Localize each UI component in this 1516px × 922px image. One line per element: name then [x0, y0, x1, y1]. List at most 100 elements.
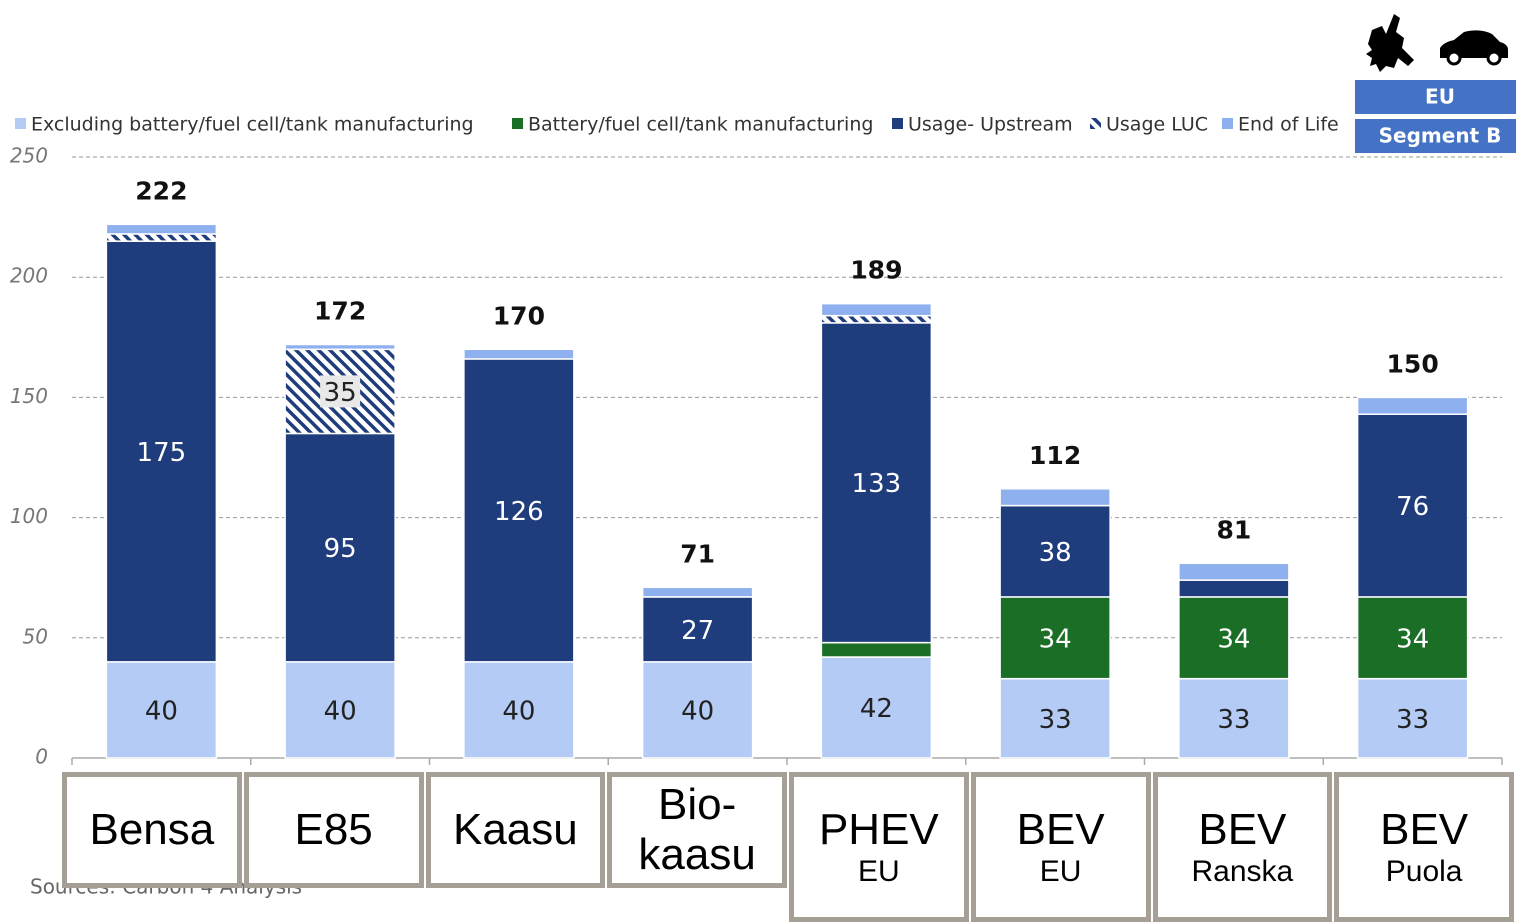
bar-segment [284, 432, 396, 663]
legend-marker [892, 118, 903, 129]
bar-segment [284, 343, 396, 351]
category-sublabel: EU [858, 855, 900, 888]
bar-segment [463, 348, 575, 360]
bar-segment [641, 586, 754, 598]
category-box: BEV Ranska [1152, 772, 1333, 922]
legend-marker [1090, 118, 1101, 129]
category-sublabel: Ranska [1191, 855, 1294, 888]
legend-marker [15, 118, 26, 129]
legend-label: Battery/fuel cell/tank manufacturing [528, 114, 873, 136]
bar-segment [1356, 596, 1469, 680]
badge-label: EU [1425, 85, 1455, 109]
eu-map-icon [1366, 14, 1414, 72]
total-label: 81 [1216, 515, 1251, 544]
legend-marker [512, 118, 523, 129]
data-label: 40 [145, 696, 178, 726]
legend-marker [1222, 118, 1233, 129]
badge-label: Segment B [1379, 124, 1502, 148]
bar-segment [1178, 579, 1290, 598]
y-tick-label: 150 [10, 384, 48, 408]
y-tick-label: 100 [10, 504, 48, 528]
bar-segment [999, 488, 1111, 507]
bar-segment [641, 661, 754, 759]
total-label: 71 [680, 539, 715, 568]
category-label: Bensa [89, 805, 215, 854]
data-label: 33 [1396, 705, 1429, 735]
data-label: 27 [681, 616, 714, 646]
category-label: PHEV [818, 805, 939, 854]
legend-label: Excluding battery/fuel cell/tank manufac… [31, 114, 474, 136]
bar-segment [105, 223, 218, 235]
data-label: 133 [852, 469, 902, 499]
car-icon [1440, 30, 1508, 66]
category-label: Kaasu [452, 805, 578, 854]
total-label: 150 [1387, 349, 1439, 378]
bar-segment [1356, 413, 1469, 598]
category-box: BEV Puola [1334, 772, 1514, 922]
bar-segment [1178, 562, 1290, 581]
category-label: BEV [1198, 805, 1287, 854]
category-label: BEV [1380, 805, 1469, 854]
badge [1355, 80, 1516, 114]
data-label: 35 [324, 378, 357, 408]
legend-label: Usage- Upstream [908, 114, 1073, 136]
category-box: PHEV EU [789, 772, 969, 922]
total-label: 189 [850, 256, 902, 285]
data-label: 34 [1039, 624, 1072, 654]
bar-segment [999, 677, 1111, 759]
y-tick-label: 250 [10, 144, 48, 168]
total-label: 170 [493, 301, 545, 330]
category-box: E85 [243, 772, 424, 888]
data-label: 34 [1396, 624, 1429, 654]
bar-segment [463, 358, 575, 663]
bar-segment [1356, 677, 1469, 759]
legend-label: End of Life [1238, 114, 1339, 136]
bar-segment [820, 322, 933, 644]
data-label: 33 [1217, 705, 1250, 735]
y-tick-label: 50 [23, 624, 48, 648]
data-label: 126 [494, 497, 544, 527]
category-label: BEV [1016, 805, 1105, 854]
bar-segment [1178, 596, 1290, 680]
total-label: 172 [314, 297, 366, 326]
bar-segment [999, 596, 1111, 680]
category-label: E85 [294, 805, 373, 854]
bar-segment [820, 314, 933, 324]
data-label: 40 [324, 696, 357, 726]
data-label: 38 [1039, 538, 1072, 568]
bar-segment [1356, 396, 1469, 415]
y-tick-label: 200 [10, 264, 48, 288]
bar-segment [105, 240, 218, 663]
data-label: 33 [1039, 705, 1072, 735]
bar-segment [284, 661, 396, 759]
label-bg [320, 375, 361, 408]
bar-segment [1178, 677, 1290, 759]
data-label: 40 [502, 696, 535, 726]
bar-segment [999, 504, 1111, 598]
category-label: Bio-kaasu [638, 780, 756, 879]
category-box: Kaasu [425, 772, 606, 888]
category-box: Bensa [62, 772, 242, 888]
data-label: 76 [1396, 492, 1429, 522]
category-sublabel: EU [1039, 855, 1082, 888]
category-sublabel: Puola [1385, 855, 1463, 888]
bar-segment [105, 233, 218, 242]
data-label: 34 [1217, 624, 1250, 654]
data-label: 95 [324, 534, 357, 564]
total-label: 222 [135, 176, 187, 205]
category-box: BEV EU [970, 772, 1151, 922]
y-tick-label: 0 [35, 745, 48, 769]
bar-segment [463, 661, 575, 759]
data-label: 40 [681, 696, 714, 726]
legend-label: Usage LUC [1106, 114, 1208, 136]
total-label: 112 [1029, 441, 1081, 470]
data-label: 175 [137, 438, 187, 468]
data-label: 42 [860, 694, 893, 724]
badge [1355, 119, 1516, 153]
bar-segment [820, 641, 933, 658]
bar-segment [820, 302, 933, 317]
category-box: Bio-kaasu [607, 772, 787, 888]
bar-segment [641, 596, 754, 663]
